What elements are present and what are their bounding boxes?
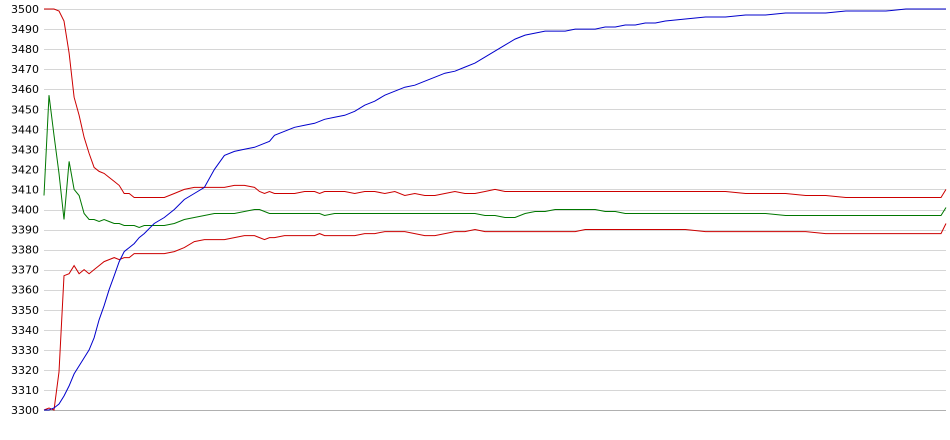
series-line-3 xyxy=(43,223,947,411)
y-tick-label: 3310 xyxy=(11,384,39,397)
y-tick-label: 3430 xyxy=(11,143,39,156)
series-line-2 xyxy=(43,95,947,229)
y-tick-label: 3500 xyxy=(11,3,39,16)
y-tick-label: 3330 xyxy=(11,344,39,357)
y-tick-label: 3370 xyxy=(11,264,39,277)
y-tick-label: 3490 xyxy=(11,23,39,36)
series-line-4 xyxy=(44,8,946,411)
y-tick-label: 3470 xyxy=(11,63,39,76)
y-axis-tick-labels: 3500 3490 3480 3470 3460 3450 3440 3430 3420 3410… xyxy=(11,3,39,417)
series-line-1 xyxy=(44,8,947,198)
y-tick-label: 3450 xyxy=(11,103,39,116)
y-tick-label: 3410 xyxy=(11,183,39,196)
y-tick-label: 3460 xyxy=(11,83,39,96)
series-layer xyxy=(43,8,947,411)
y-tick-label: 3390 xyxy=(11,224,39,237)
y-tick-label: 3440 xyxy=(11,123,39,136)
y-tick-label: 3400 xyxy=(11,204,39,217)
y-tick-label: 3350 xyxy=(11,304,39,317)
y-tick-label: 3420 xyxy=(11,163,39,176)
y-tick-label: 3380 xyxy=(11,244,39,257)
y-tick-label: 3480 xyxy=(11,43,39,56)
grid-layer xyxy=(44,9,946,411)
y-tick-label: 3360 xyxy=(11,284,39,297)
y-tick-label: 3340 xyxy=(11,324,39,337)
y-tick-label: 3300 xyxy=(11,404,39,417)
y-tick-label: 3320 xyxy=(11,364,39,377)
